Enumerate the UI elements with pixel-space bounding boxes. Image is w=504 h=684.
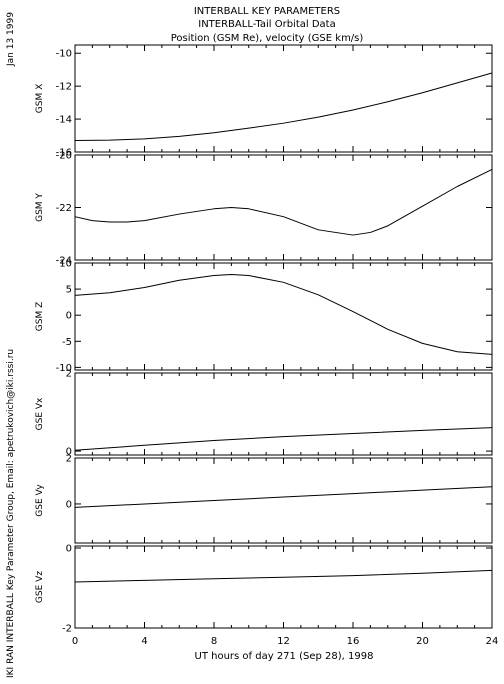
y-tick-label: 5 [66,285,72,296]
header-line-2: INTERBALL-Tail Orbital Data [198,19,335,30]
panel-1: -16 -14 -12 -10 GSM X [35,44,493,159]
y-tick-label: -5 [62,337,72,348]
plot-frame [74,372,493,456]
y-tick-label: -10 [56,49,72,60]
y-tick-label: 0 [66,447,72,458]
x-tick-label: 12 [277,636,290,647]
y-tick-label: -20 [56,151,72,162]
series-line [74,273,493,355]
y-axis-label: GSM Y [35,193,45,222]
y-tick-label: -22 [56,203,72,214]
y-tick-label: -14 [56,115,72,126]
x-tick-label: 8 [211,636,217,647]
y-tick-label: -2 [62,624,72,635]
x-tick-label: 16 [347,636,360,647]
header-line-1: INTERBALL KEY PARAMETERS [194,6,340,17]
side-date: Jan 13 1999 [6,12,16,67]
side-credit: IKI RAN INTERBALL Key Parameter Group, E… [6,349,16,678]
plot-frame [74,262,493,371]
y-tick-label: 0 [66,544,72,555]
series-line [74,486,493,508]
y-tick-label: 0 [66,499,72,510]
plot-frame [74,44,493,153]
x-tick-label: 0 [72,636,78,647]
y-axis-label: GSE Vy [35,484,45,517]
x-axis-label: UT hours of day 271 (Sep 28), 1998 [195,651,374,662]
y-axis-label: GSE Vz [35,571,45,603]
series-line [74,427,493,451]
y-tick-label: 2 [66,369,72,380]
panel-5: 0 2 GSE Vy [35,454,493,544]
y-tick-label: -12 [56,82,72,93]
plot-frame [74,154,493,261]
series-line [74,72,493,141]
y-tick-label: -10 [56,363,72,374]
header-line-3: Position (GSM Re), velocity (GSE km/s) [171,33,364,44]
panel-6: -2 0 GSE Vz [35,544,493,635]
panel-2: -24 -22 -20 GSM Y [35,151,493,267]
y-tick-label: -16 [56,148,72,159]
y-tick-label: 0 [66,311,72,322]
panel-4: 0 2 GSE Vx [35,369,493,458]
plot-frame [74,545,493,629]
y-axis-label: GSM X [35,84,45,113]
plot-frame [74,457,493,544]
y-axis-label: GSM Z [35,302,45,331]
x-tick-label: 4 [141,636,147,647]
panel-3: -10 -5 0 5 10 GSM Z [35,259,493,374]
series-line [74,569,493,583]
y-tick-label: 10 [59,259,72,270]
y-tick-label: -24 [56,256,72,267]
y-tick-label: 2 [66,454,72,465]
x-tick-label: 20 [416,636,429,647]
y-axis-label: GSE Vx [35,397,45,430]
series-line [74,168,493,236]
x-tick-label: 24 [486,636,499,647]
